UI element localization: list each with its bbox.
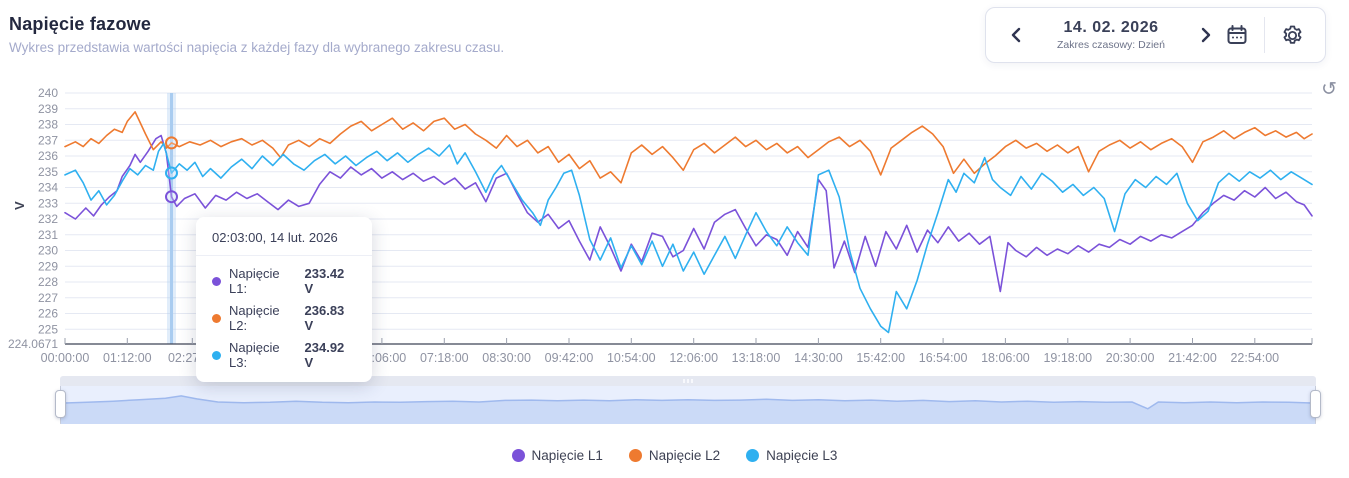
date-range-control: 14. 02. 2026 Zakres czasowy: Dzień: [985, 7, 1326, 63]
y-axis-min-label: 224.0671: [8, 337, 58, 351]
tooltip-series-dot-icon: [212, 276, 221, 286]
series-line-napięcie-l1: [64, 134, 1313, 293]
navigator-area: [61, 395, 1315, 424]
range-navigator: [55, 376, 1321, 425]
navigator-preview[interactable]: [60, 386, 1316, 424]
y-axis-tick-label: 237: [38, 133, 58, 147]
settings-button[interactable]: [1275, 18, 1309, 52]
tooltip-series-value: 234.92 V: [304, 340, 345, 370]
y-axis-tick-label: 228: [38, 275, 58, 289]
crosshair-marker: [165, 136, 178, 150]
navigator-area-chart: [60, 395, 1316, 424]
y-axis-tick-label: 234: [38, 181, 58, 195]
x-axis-tick-label: 10:54:00: [607, 351, 656, 365]
y-axis-tick-label: 226: [38, 307, 58, 321]
series-line-napięcie-l2: [64, 111, 1313, 184]
y-axis-tick-label: 236: [38, 149, 58, 163]
legend-label: Napięcie L2: [648, 448, 721, 463]
chart-tooltip: 02:03:00, 14 lut. 2026 Napięcie L1: 233.4…: [196, 217, 372, 382]
y-axis-tick-label: 225: [38, 322, 58, 336]
x-axis-tick-label: 15:42:00: [856, 351, 905, 365]
legend-item-napięcie-l2[interactable]: Napięcie L2: [628, 448, 721, 463]
page-subtitle: Wykres przedstawia wartości napięcia z k…: [9, 40, 505, 55]
x-axis-tick-label: 12:06:00: [669, 351, 718, 365]
tooltip-series-row: Napięcie L2: 236.83 V: [212, 303, 356, 333]
selected-date-block[interactable]: 14. 02. 2026 Zakres czasowy: Dzień: [1036, 19, 1186, 51]
chart-legend: Napięcie L1 Napięcie L2 Napięcie L3: [0, 448, 1349, 463]
crosshair-line: [170, 93, 173, 344]
x-axis-tick-label: 00:00:00: [41, 351, 90, 365]
y-axis-tick-label: 230: [38, 244, 58, 258]
x-axis-tick-label: 07:18:00: [420, 351, 469, 365]
tooltip-series-dot-icon: [212, 313, 221, 323]
x-axis-tick-label: 14:30:00: [794, 351, 843, 365]
calendar-icon: [1227, 25, 1247, 44]
tooltip-timestamp: 02:03:00, 14 lut. 2026: [212, 230, 338, 245]
x-axis-tick-label: 20:30:00: [1106, 351, 1155, 365]
tooltip-series-row: Napięcie L1: 233.42 V: [212, 266, 356, 296]
gear-icon: [1283, 25, 1301, 44]
y-axis-tick-label: 229: [38, 259, 58, 273]
y-axis-tick-label: 238: [38, 118, 58, 132]
time-range-label: Zakres czasowy: Dzień: [1057, 39, 1165, 51]
crosshair-marker: [165, 166, 178, 180]
series-line-napięcie-l3: [64, 142, 1313, 334]
legend-marker-icon: [511, 449, 525, 462]
y-axis-tick-label: 235: [38, 165, 58, 179]
navigator-right-handle[interactable]: [1310, 390, 1321, 418]
y-axis-tick-label: 227: [38, 291, 58, 305]
navigator-left-handle[interactable]: [55, 390, 66, 418]
tooltip-series-row: Napięcie L3: 234.92 V: [212, 340, 356, 370]
navigator-grip-icon[interactable]: [683, 379, 693, 383]
navigator-scroll-track[interactable]: [60, 376, 1316, 386]
panel-header: Napięcie fazowe Wykres przedstawia warto…: [9, 14, 504, 55]
x-axis-tick-label: 16:54:00: [919, 351, 968, 365]
selected-date: 14. 02. 2026: [1063, 19, 1159, 36]
x-axis-tick-label: 08:30:00: [482, 351, 531, 365]
calendar-button[interactable]: [1220, 18, 1254, 52]
x-axis-tick-label: 18:06:00: [981, 351, 1030, 365]
control-divider: [1264, 17, 1265, 53]
y-axis-tick-label: 233: [38, 196, 58, 210]
y-axis-tick-label: 231: [38, 228, 58, 242]
tooltip-divider: [196, 255, 372, 256]
legend-label: Napięcie L3: [766, 448, 838, 463]
legend-label: Napięcie L1: [531, 448, 603, 463]
chevron-right-icon: [1201, 27, 1211, 43]
navigator-line: [60, 395, 1316, 410]
legend-item-napięcie-l3[interactable]: Napięcie L3: [746, 448, 837, 463]
tooltip-series-label: Napięcie L1:: [229, 266, 280, 296]
y-axis-tick-label: 239: [38, 102, 58, 116]
y-axis-tick-label: 232: [38, 212, 58, 226]
legend-marker-icon: [628, 449, 642, 462]
legend-item-napięcie-l1[interactable]: Napięcie L1: [511, 448, 603, 463]
tooltip-series-label: Napięcie L2:: [229, 303, 280, 333]
legend-marker-icon: [746, 449, 760, 462]
tooltip-series-label: Napięcie L3:: [229, 340, 280, 370]
tooltip-series-dot-icon: [212, 350, 221, 360]
page-title: Napięcie fazowe: [9, 14, 152, 34]
x-axis-tick-label: 21:42:00: [1168, 351, 1217, 365]
x-axis-tick-label: 19:18:00: [1043, 351, 1092, 365]
y-axis-tick-label: 240: [38, 86, 58, 100]
chevron-left-icon: [1011, 27, 1021, 43]
tooltip-series-value: 233.42 V: [304, 266, 345, 296]
previous-day-button[interactable]: [1002, 21, 1030, 49]
crosshair-marker: [165, 190, 178, 204]
x-axis-tick-label: 09:42:00: [545, 351, 594, 365]
reset-zoom-button[interactable]: ↺: [1321, 79, 1337, 100]
x-axis-tick-label: 01:12:00: [103, 351, 152, 365]
x-axis-tick-label: 22:54:00: [1230, 351, 1279, 365]
tooltip-series-value: 236.83 V: [304, 303, 345, 333]
next-day-button[interactable]: [1192, 21, 1220, 49]
x-axis-tick-label: 13:18:00: [732, 351, 781, 365]
